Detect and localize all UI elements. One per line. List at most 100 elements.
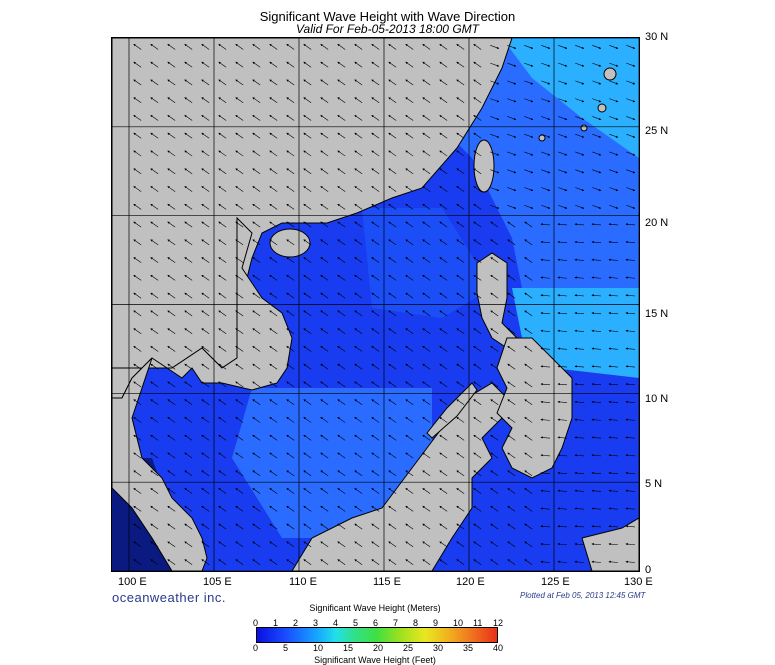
wave-direction-arrow: [439, 399, 448, 406]
wave-direction-arrow: [473, 186, 482, 192]
wave-direction-arrow: [252, 310, 261, 317]
wave-direction-arrow: [608, 542, 619, 546]
wave-direction-arrow: [439, 186, 448, 192]
wave-direction-arrow: [320, 79, 329, 86]
wave-direction-arrow: [388, 488, 397, 494]
wave-direction-arrow: [252, 186, 261, 192]
wave-direction-arrow: [524, 204, 534, 209]
lon-label: 125 E: [541, 576, 570, 588]
wave-direction-arrow: [625, 436, 636, 439]
wave-direction-arrow: [490, 417, 499, 423]
wave-direction-arrow: [133, 186, 142, 192]
wave-direction-arrow: [609, 187, 619, 192]
wave-direction-arrow: [133, 150, 142, 157]
wave-direction-arrow: [235, 239, 244, 246]
wave-direction-arrow: [490, 434, 499, 441]
wave-direction-arrow: [625, 507, 636, 510]
wave-direction-arrow: [473, 115, 482, 121]
wave-direction-arrow: [456, 399, 465, 406]
wave-map[interactable]: [111, 37, 640, 572]
wave-direction-arrow: [320, 132, 329, 139]
wave-direction-arrow: [473, 168, 482, 175]
wave-direction-arrow: [473, 274, 482, 281]
wave-direction-arrow: [303, 505, 312, 512]
wave-direction-arrow: [422, 363, 431, 370]
wave-direction-arrow: [218, 559, 227, 565]
wave-direction-arrow: [524, 452, 533, 459]
wave-direction-arrow: [540, 436, 551, 439]
wave-direction-arrow: [218, 434, 227, 441]
wave-direction-arrow: [167, 363, 176, 370]
wave-direction-arrow: [422, 541, 431, 548]
wave-direction-arrow: [439, 43, 448, 50]
wave-direction-arrow: [540, 454, 551, 457]
wave-direction-arrow: [235, 97, 244, 104]
wave-direction-arrow: [167, 239, 176, 246]
wave-direction-arrow: [388, 186, 397, 192]
wave-direction-arrow: [405, 79, 414, 86]
wave-direction-arrow: [371, 541, 380, 548]
wave-direction-arrow: [286, 523, 295, 530]
wave-direction-arrow: [405, 221, 414, 228]
wave-direction-arrow: [507, 488, 516, 494]
wave-direction-arrow: [541, 151, 551, 156]
wave-direction-arrow: [524, 523, 533, 530]
wave-direction-arrow: [184, 452, 193, 459]
legend-feet-tick: 30: [433, 643, 444, 653]
wave-direction-arrow: [150, 399, 159, 406]
wave-direction-arrow: [235, 381, 244, 388]
wave-direction-arrow: [371, 470, 380, 477]
wave-direction-arrow: [490, 292, 499, 299]
wave-direction-arrow: [269, 541, 278, 548]
wave-direction-arrow: [490, 116, 500, 121]
legend-meter-tick: 5: [353, 618, 359, 628]
wave-direction-arrow: [218, 239, 227, 246]
wave-direction-arrow: [625, 347, 636, 350]
wave-direction-arrow: [439, 434, 448, 441]
wave-direction-arrow: [558, 62, 568, 67]
wave-direction-arrow: [371, 328, 380, 334]
wave-direction-arrow: [626, 133, 636, 138]
wave-direction-arrow: [167, 505, 176, 512]
wave-direction-arrow: [167, 523, 176, 530]
wave-direction-arrow: [473, 43, 482, 50]
wave-direction-arrow: [473, 399, 482, 406]
wave-direction-arrow: [218, 363, 227, 370]
wave-direction-arrow: [337, 221, 346, 228]
wave-direction-arrow: [320, 221, 329, 228]
wave-direction-arrow: [507, 169, 517, 174]
wave-direction-arrow: [574, 454, 585, 457]
wave-direction-arrow: [337, 97, 346, 104]
wave-direction-arrow: [625, 471, 636, 475]
wave-direction-arrow: [540, 240, 551, 244]
wave-direction-arrow: [575, 45, 585, 49]
wave-direction-arrow: [252, 363, 261, 370]
wave-direction-arrow: [354, 150, 363, 157]
wave-direction-arrow: [133, 274, 142, 281]
wave-direction-arrow: [524, 399, 533, 406]
wave-direction-arrow: [490, 328, 499, 334]
wave-direction-arrow: [235, 328, 244, 334]
wave-direction-arrow: [337, 417, 346, 423]
wave-direction-arrow: [524, 470, 533, 477]
wave-direction-arrow: [337, 505, 346, 512]
wave-direction-arrow: [235, 399, 244, 406]
wave-direction-arrow: [422, 115, 431, 121]
wave-direction-arrow: [608, 329, 619, 333]
wave-direction-arrow: [439, 203, 448, 210]
wave-direction-arrow: [591, 400, 602, 404]
wave-direction-arrow: [303, 541, 312, 548]
wave-direction-arrow: [591, 525, 602, 528]
wave-direction-arrow: [167, 186, 176, 192]
wave-direction-arrow: [201, 239, 210, 246]
wave-direction-arrow: [405, 97, 414, 104]
wave-direction-arrow: [557, 418, 568, 421]
wave-direction-arrow: [150, 97, 159, 104]
wave-direction-arrow: [405, 328, 414, 334]
wave-direction-arrow: [540, 418, 551, 421]
lat-label: 5 N: [645, 478, 663, 490]
wave-direction-arrow: [540, 507, 551, 510]
wave-direction-arrow: [184, 203, 193, 210]
wave-direction-arrow: [507, 345, 516, 352]
wave-direction-arrow: [490, 345, 499, 352]
